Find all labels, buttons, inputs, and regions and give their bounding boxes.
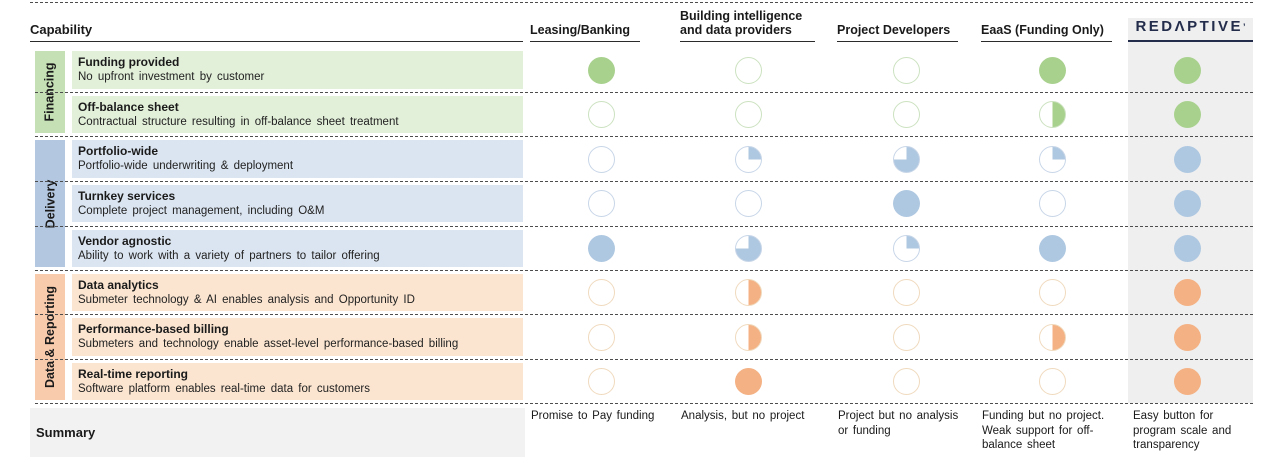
harvey-ball-0pct [587, 279, 615, 306]
harvey-ball-25pct [892, 235, 920, 262]
redaptive-logo-trademark: ’ [1243, 22, 1246, 32]
summary-cell: Analysis, but no project [681, 410, 805, 422]
harvey-ball-0pct [587, 145, 615, 173]
capability-row: Off-balance sheet Contractual structure r… [72, 96, 523, 133]
summary-cell: Funding but no project. Weak support for… [982, 410, 1105, 451]
redaptive-logo-text: REDΛPTIVE’ [1135, 18, 1246, 35]
row-divider [35, 136, 1253, 137]
group-label: Delivery [43, 179, 57, 228]
harvey-ball-100pct [587, 235, 615, 262]
column-header: Leasing/Banking [530, 0, 640, 42]
harvey-ball-25pct [734, 145, 762, 173]
capability-row: Turnkey services Complete project managem… [72, 185, 523, 222]
harvey-ball-100pct [1173, 190, 1201, 217]
group-strip-data-reporting: Data & Reporting [35, 274, 65, 400]
harvey-ball-0pct [1038, 368, 1066, 395]
top-divider [30, 2, 1253, 3]
capability-title: Portfolio-wide [78, 144, 158, 158]
harvey-ball-0pct [892, 56, 920, 84]
harvey-ball-100pct [1173, 279, 1201, 306]
capability-subtitle: No upfront investment by customer [78, 71, 265, 83]
harvey-ball-100pct [1173, 101, 1201, 128]
harvey-ball-100pct [1038, 56, 1066, 84]
harvey-ball-0pct [892, 368, 920, 395]
row-divider [35, 226, 1253, 227]
capability-header: Capability [30, 0, 523, 42]
harvey-ball-75pct [734, 235, 762, 262]
capability-row: Real-time reporting Software platform ena… [72, 363, 523, 400]
capability-row: Data analytics Submeter technology & AI e… [72, 274, 523, 311]
harvey-ball-0pct [587, 101, 615, 128]
summary-cell: Project but no analysis or funding [838, 410, 959, 437]
harvey-ball-100pct [734, 368, 762, 395]
harvey-ball-50pct [734, 323, 762, 351]
harvey-ball-100pct [892, 190, 920, 217]
harvey-ball-0pct [892, 279, 920, 306]
capability-subtitle: Submeter technology & AI enables analysi… [78, 294, 415, 306]
capability-subtitle: Software platform enables real-time data… [78, 383, 370, 395]
group-strip-delivery: Delivery [35, 140, 65, 267]
capability-row: Vendor agnostic Ability to work with a va… [72, 230, 523, 267]
capability-title: Funding provided [78, 55, 180, 69]
harvey-ball-0pct [1038, 279, 1066, 306]
harvey-ball-0pct [734, 101, 762, 128]
column-header-label: EaaS (Funding Only) [981, 23, 1104, 37]
harvey-ball-0pct [734, 190, 762, 217]
capability-subtitle: Ability to work with a variety of partne… [78, 250, 380, 262]
capability-subtitle: Portfolio-wide underwriting & deployment [78, 160, 294, 172]
harvey-ball-100pct [1173, 368, 1201, 395]
column-header-label: Project Developers [837, 23, 951, 37]
summary-row: Summary [30, 408, 525, 457]
harvey-ball-50pct [734, 279, 762, 306]
harvey-ball-100pct [587, 56, 615, 84]
row-divider [35, 270, 1253, 271]
capability-header-label: Capability [30, 22, 93, 37]
harvey-ball-0pct [1038, 190, 1066, 217]
column-header-label: Leasing/Banking [530, 23, 631, 37]
summary-cell: Promise to Pay funding [531, 410, 655, 422]
harvey-ball-75pct [892, 145, 920, 173]
capability-title: Data analytics [78, 278, 159, 292]
harvey-ball-0pct [587, 190, 615, 217]
row-divider [35, 403, 1253, 404]
row-divider [35, 359, 1253, 360]
column-header-label: Building intelligence and data providers [680, 9, 803, 37]
capability-title: Off-balance sheet [78, 100, 179, 114]
harvey-ball-50pct [1038, 101, 1066, 128]
column-header: EaaS (Funding Only) [981, 0, 1112, 42]
capability-title: Vendor agnostic [78, 234, 172, 248]
capability-subtitle: Submeters and technology enable asset-le… [78, 338, 459, 350]
harvey-ball-100pct [1173, 145, 1201, 173]
harvey-ball-0pct [892, 101, 920, 128]
harvey-ball-0pct [587, 368, 615, 395]
capability-row: Portfolio-wide Portfolio-wide underwritin… [72, 140, 523, 178]
capability-row: Funding provided No upfront investment by… [72, 51, 523, 89]
summary-cell: Easy button for program scale and transp… [1133, 410, 1232, 451]
column-header-redaptive-logo: REDΛPTIVE’ [1128, 0, 1253, 42]
harvey-ball-25pct [1038, 145, 1066, 173]
harvey-ball-0pct [587, 323, 615, 351]
capability-title: Turnkey services [78, 189, 176, 203]
harvey-ball-0pct [734, 56, 762, 84]
column-header: Project Developers [837, 0, 958, 42]
harvey-ball-100pct [1173, 235, 1201, 262]
harvey-ball-0pct [892, 323, 920, 351]
row-divider [35, 314, 1253, 315]
capability-title: Performance-based billing [78, 322, 229, 336]
harvey-ball-100pct [1173, 323, 1201, 351]
capability-subtitle: Complete project management, including O… [78, 205, 325, 217]
harvey-ball-100pct [1038, 235, 1066, 262]
group-label: Data & Reporting [43, 285, 57, 389]
harvey-ball-100pct [1173, 56, 1201, 84]
capability-row: Performance-based billing Submeters and t… [72, 318, 523, 356]
row-divider [35, 181, 1253, 182]
harvey-ball-50pct [1038, 323, 1066, 351]
row-divider [35, 92, 1253, 93]
column-header: Building intelligence and data providers [680, 0, 815, 42]
capability-subtitle: Contractual structure resulting in off-b… [78, 116, 399, 128]
summary-label: Summary [36, 425, 96, 440]
capability-title: Real-time reporting [78, 367, 189, 381]
